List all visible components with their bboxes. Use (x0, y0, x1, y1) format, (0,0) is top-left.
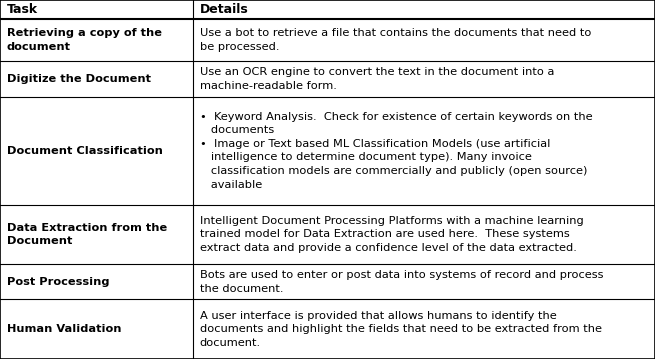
Text: Details: Details (200, 3, 248, 16)
Text: Use an OCR engine to convert the text in the document into a
machine-readable fo: Use an OCR engine to convert the text in… (200, 67, 554, 91)
Text: Retrieving a copy of the
document: Retrieving a copy of the document (7, 28, 162, 52)
Text: Bots are used to enter or post data into systems of record and process
the docum: Bots are used to enter or post data into… (200, 270, 603, 294)
Text: Digitize the Document: Digitize the Document (7, 74, 151, 84)
Text: Data Extraction from the
Document: Data Extraction from the Document (7, 223, 167, 246)
Text: Task: Task (7, 3, 38, 16)
Text: Document Classification: Document Classification (7, 146, 162, 156)
Text: Intelligent Document Processing Platforms with a machine learning
trained model : Intelligent Document Processing Platform… (200, 216, 584, 253)
Text: •  Keyword Analysis.  Check for existence of certain keywords on the
   document: • Keyword Analysis. Check for existence … (200, 112, 592, 190)
Text: Post Processing: Post Processing (7, 277, 109, 287)
Text: A user interface is provided that allows humans to identify the
documents and hi: A user interface is provided that allows… (200, 311, 602, 348)
Text: Use a bot to retrieve a file that contains the documents that need to
be process: Use a bot to retrieve a file that contai… (200, 28, 591, 52)
Text: Human Validation: Human Validation (7, 324, 121, 334)
